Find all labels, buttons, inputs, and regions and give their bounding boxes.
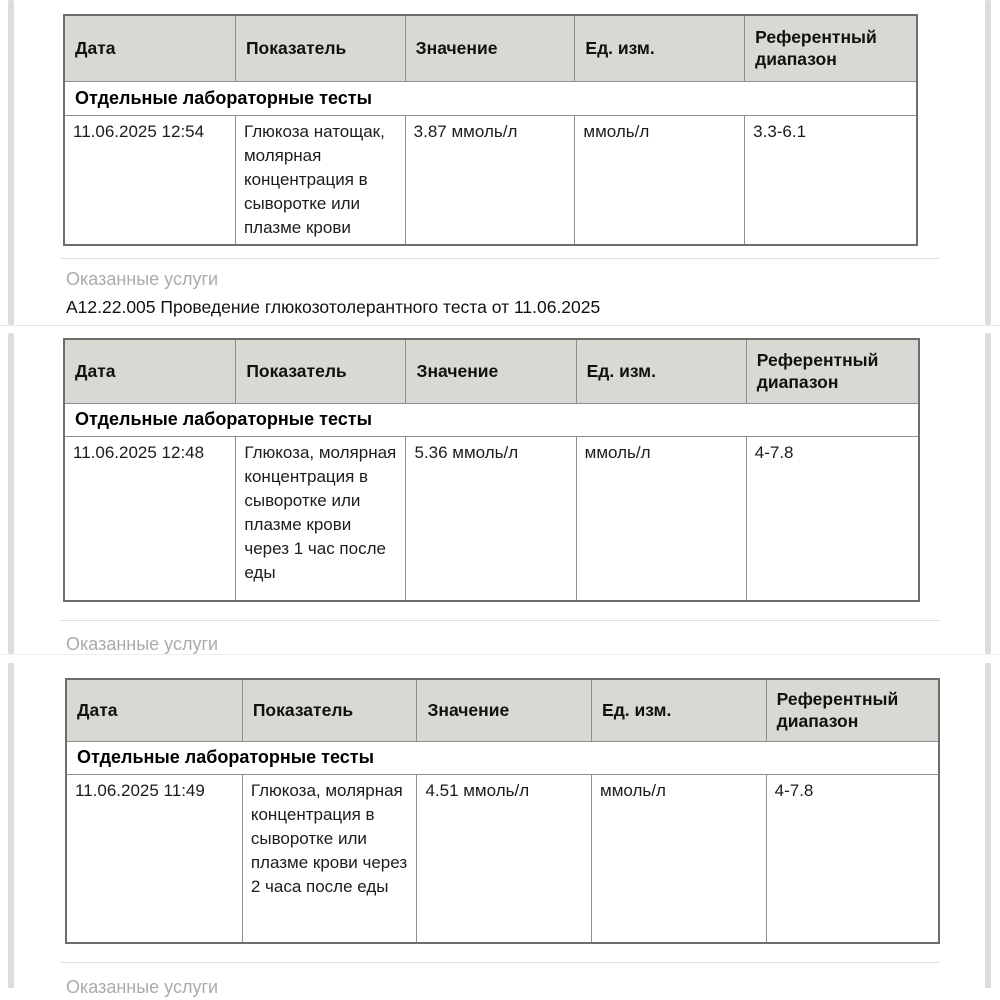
cell-indicator: Глюкоза натощак, молярная концентрация в… — [234, 114, 406, 245]
service-line: А12.22.005 Проведение глюкозотолерантног… — [66, 297, 601, 317]
document-page-1: Дата Показатель Значение Ед. изм. Рефере… — [0, 0, 1000, 326]
page-edge-right — [985, 663, 991, 988]
column-header-reference-range: Референтный диапазон — [745, 338, 920, 404]
page-edge-left — [8, 0, 14, 325]
column-header-date: Дата — [63, 14, 236, 82]
cell-date: 11.06.2025 12:48 — [63, 435, 237, 602]
document-page-2: Дата Показатель Значение Ед. изм. Рефере… — [0, 333, 1000, 655]
column-header-unit: Ед. изм. — [575, 338, 747, 404]
section-header: Отдельные лабораторные тесты — [63, 80, 918, 116]
lab-results-table-1: Дата Показатель Значение Ед. изм. Рефере… — [63, 14, 918, 246]
column-header-value: Значение — [405, 338, 577, 404]
table-row: 11.06.2025 11:49 Глюкоза, молярная конце… — [65, 773, 940, 944]
services-section-label: Оказанные услуги — [66, 269, 219, 289]
column-header-indicator: Показатель — [234, 14, 406, 82]
table-row: 11.06.2025 12:54 Глюкоза натощак, молярн… — [63, 114, 918, 245]
column-header-reference-range: Референтный диапазон — [744, 14, 918, 82]
page-edge-right — [985, 333, 991, 654]
column-header-date: Дата — [65, 678, 243, 742]
section-divider — [60, 620, 940, 621]
page-edge-left — [8, 663, 14, 988]
cell-unit: ммоль/л — [574, 114, 746, 245]
section-header: Отдельные лабораторные тесты — [63, 402, 920, 437]
cell-reference-range: 3.3-6.1 — [744, 114, 918, 245]
page-edge-left — [8, 333, 14, 654]
cell-reference-range: 4-7.8 — [745, 435, 920, 602]
lab-results-table-3: Дата Показатель Значение Ед. изм. Рефере… — [65, 678, 940, 944]
lab-results-table-2: Дата Показатель Значение Ед. изм. Рефере… — [63, 338, 920, 602]
section-divider — [60, 962, 940, 963]
services-section-label: Оказанные услуги — [66, 634, 219, 654]
section-divider — [60, 258, 940, 259]
cell-value: 4.51 ммоль/л — [416, 773, 593, 944]
document-page-3: Дата Показатель Значение Ед. изм. Рефере… — [0, 663, 1000, 1000]
services-section-label: Оказанные услуги — [66, 977, 219, 997]
section-header: Отдельные лабораторные тесты — [65, 740, 940, 775]
cell-date: 11.06.2025 12:54 — [63, 114, 236, 245]
cell-unit: ммоль/л — [591, 773, 767, 944]
column-header-value: Значение — [404, 14, 576, 82]
column-header-value: Значение — [416, 678, 593, 742]
table-row: 11.06.2025 12:48 Глюкоза, молярная конце… — [63, 435, 920, 602]
column-header-indicator: Показатель — [235, 338, 407, 404]
cell-reference-range: 4-7.8 — [765, 773, 940, 944]
column-header-reference-range: Референтный диапазон — [765, 678, 940, 742]
column-header-unit: Ед. изм. — [591, 678, 767, 742]
column-header-unit: Ед. изм. — [574, 14, 746, 82]
cell-indicator: Глюкоза, молярная концентрация в сыворот… — [235, 435, 407, 602]
cell-value: 3.87 ммоль/л — [404, 114, 576, 245]
cell-value: 5.36 ммоль/л — [405, 435, 577, 602]
column-header-indicator: Показатель — [241, 678, 418, 742]
column-header-date: Дата — [63, 338, 237, 404]
cell-unit: ммоль/л — [575, 435, 747, 602]
cell-indicator: Глюкоза, молярная концентрация в сыворот… — [241, 773, 418, 944]
cell-date: 11.06.2025 11:49 — [65, 773, 243, 944]
page-edge-right — [985, 0, 991, 325]
